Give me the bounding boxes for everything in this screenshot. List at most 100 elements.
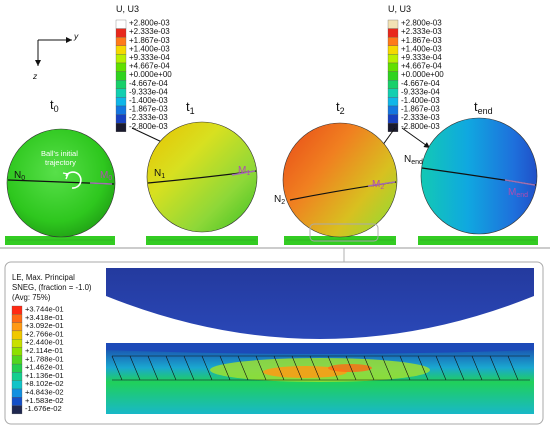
u3-legend-right-value: +2.800e-03: [401, 19, 442, 28]
u3-legend-right-value: +0.000e+00: [401, 70, 444, 79]
ball-t0: N0 M0 Ball's initial trajectory: [6, 128, 116, 238]
strain-legend-swatch: [11, 330, 23, 340]
u3-legend-left-swatch: [115, 54, 127, 64]
u3-legend-right-swatch: [387, 19, 399, 29]
u3-legend-right-swatch: [387, 88, 399, 98]
strain-legend-value: +8.102e-02: [25, 379, 64, 388]
label-n1: N1: [154, 168, 165, 180]
u3-legend-right-swatch: [387, 105, 399, 115]
u3-legend-right-value: -2.333e-03: [401, 113, 440, 122]
ball-section: [106, 268, 534, 339]
u3-legend-left-value: -1.400e-03: [129, 96, 168, 105]
u3-legend-right-swatch: [387, 37, 399, 46]
u3-legend-left-swatch: [115, 71, 127, 81]
u3-legend-right-swatch: [387, 28, 399, 38]
z-axis-label: z: [32, 71, 38, 81]
u3-legend-right-swatch: [387, 114, 399, 124]
u3-legend-left-value: +4.667e-04: [129, 62, 170, 71]
u3-legend-right: U, U3 +2.800e-03+2.333e-03+1.867e-03+1.4…: [387, 4, 444, 132]
strain-legend-swatch: [11, 380, 23, 390]
ground-strip-t1: [146, 236, 258, 245]
u3-legend-left-value: +2.333e-03: [129, 27, 170, 36]
strain-legend-swatch: [11, 339, 23, 348]
label-mend: Mend: [508, 187, 528, 199]
u3-legend-left-value: +1.867e-03: [129, 36, 170, 45]
ground-strips: [5, 236, 538, 245]
strain-legend-swatch: [11, 372, 23, 381]
u3-legend-right-value: +1.867e-03: [401, 36, 442, 45]
label-m2: M2: [372, 179, 384, 191]
u3-legend-left-swatch: [115, 88, 127, 98]
label-n2: N2: [274, 194, 285, 206]
time-label-t0: t0: [50, 97, 59, 114]
axes-indicator: y z: [32, 31, 79, 81]
strain-legend-swatch: [11, 363, 23, 373]
u3-legend-right-value: -9.333e-04: [401, 87, 440, 96]
u3-legend-left-value: +2.800e-03: [129, 19, 170, 28]
strain-legend-value: +1.462e-01: [25, 363, 64, 372]
contact-detail-image: [106, 268, 534, 414]
u3-legend-left: U, U3 +2.800e-03+2.333e-03+1.867e-03+1.4…: [115, 4, 172, 132]
ground-strip-t2: [284, 236, 396, 245]
u3-legend-left-title: U, U3: [116, 4, 139, 14]
u3-legend-right-swatch: [387, 45, 399, 55]
strain-legend-swatch: [11, 305, 23, 315]
u3-legend-right-value: -4.667e-04: [401, 79, 440, 88]
u3-legend-left-value: +0.000e+00: [129, 70, 172, 79]
strain-legend-value: +1.583e-02: [25, 396, 64, 405]
strain-legend-swatch: [11, 322, 23, 332]
u3-legend-left-swatch: [115, 62, 127, 72]
u3-legend-left-swatch: [115, 105, 127, 115]
u3-legend-left-swatch: [115, 45, 127, 55]
u3-legend-right-swatch: [387, 123, 399, 132]
ball-tend: Nend Mend: [404, 117, 538, 235]
strain-legend-swatch: [11, 388, 23, 398]
u3-legend-right-value: +2.333e-03: [401, 27, 442, 36]
strain-legend-swatch: [11, 347, 23, 356]
u3-legend-left-value: +9.333e-04: [129, 53, 170, 62]
u3-legend-right-swatch: [387, 62, 399, 72]
ball-t1: N1 M1: [146, 121, 258, 233]
strain-legend-value: +1.788e-01: [25, 354, 64, 363]
u3-legend-right-title: U, U3: [388, 4, 411, 14]
u3-legend-right-swatch: [387, 97, 399, 107]
u3-legend-left-value: -1.867e-03: [129, 105, 168, 114]
u3-legend-left-value: +1.400e-03: [129, 44, 170, 53]
u3-legend-left-value: -2.800e-03: [129, 122, 168, 131]
strain-legend-title-1: LE, Max. Principal: [12, 273, 75, 282]
trajectory-annotation-line1: Ball's initial: [41, 149, 78, 158]
label-nend: Nend: [404, 154, 423, 166]
time-label-tend: tend: [474, 99, 493, 116]
strain-legend-value: +3.092e-01: [25, 321, 64, 330]
strain-legend-value: -1.676e-02: [25, 404, 62, 413]
strain-legend-value: +1.136e-01: [25, 371, 64, 380]
strain-legend-value: +2.766e-01: [25, 329, 64, 338]
ground-strip-t0: [5, 236, 115, 245]
legend-pointer-tend: [401, 127, 431, 149]
u3-legend-left-swatch: [115, 37, 127, 46]
time-label-t2: t2: [336, 99, 345, 116]
trajectory-annotation-line2: trajectory: [45, 158, 76, 167]
strain-legend-title-3: (Avg: 75%): [12, 293, 51, 302]
u3-legend-left-swatch: [115, 19, 127, 29]
u3-legend-left-swatch: [115, 80, 127, 89]
label-n0: N0: [14, 170, 25, 182]
strain-legend-swatch: [11, 314, 23, 323]
u3-legend-right-value: +9.333e-04: [401, 53, 442, 62]
u3-legend-right-swatch: [387, 80, 399, 89]
trajectory-rotation-icon: [65, 171, 82, 189]
strain-legend-value: +4.843e-02: [25, 387, 64, 396]
u3-legend-right-swatch: [387, 71, 399, 81]
u3-legend-left-swatch: [115, 28, 127, 38]
y-axis-label: y: [73, 31, 79, 41]
label-m1: M1: [238, 165, 250, 177]
label-m0: M0: [100, 170, 112, 182]
u3-legend-left-swatch: [115, 123, 127, 132]
mesh-elements: [111, 355, 530, 381]
ball-t2: N2 M2: [274, 122, 398, 238]
strain-legend-swatch: [11, 405, 23, 415]
u3-legend-left-value: -2.333e-03: [129, 113, 168, 122]
u3-legend-right-value: +1.400e-03: [401, 44, 442, 53]
